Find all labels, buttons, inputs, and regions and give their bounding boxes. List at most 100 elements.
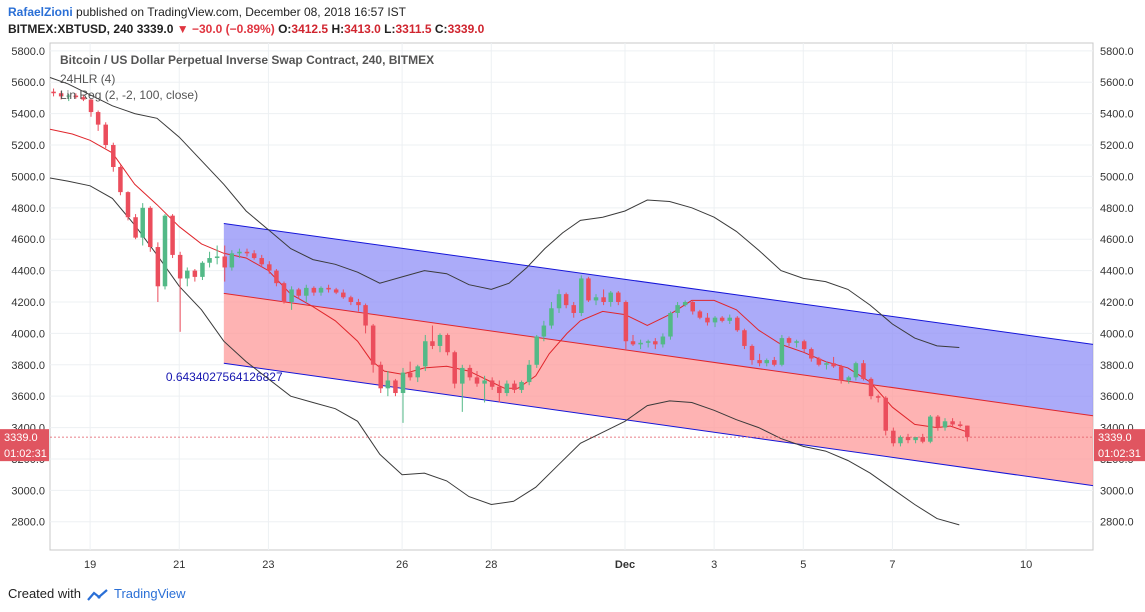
candle-body — [601, 297, 606, 302]
candle-body — [58, 93, 64, 97]
candle-body — [504, 383, 510, 394]
plot-frame — [49, 42, 1094, 551]
candle-body — [579, 278, 584, 313]
candle-body — [950, 421, 955, 425]
y-tick-label-left: 2800.0 — [11, 517, 45, 529]
close-label: C: — [434, 22, 448, 36]
band-lower-line — [49, 177, 960, 526]
symbol-label[interactable]: BITMEX:XBTUSD, 240 — [8, 22, 134, 36]
candle-body — [251, 253, 257, 259]
candle-body — [928, 416, 933, 442]
band-upper-line — [49, 77, 960, 348]
candle-body — [868, 378, 874, 397]
y-tick-label-right: 3000.0 — [1100, 485, 1134, 497]
y-tick-label-right: 5400.0 — [1100, 109, 1134, 121]
y-tick-label-left: 5200.0 — [11, 140, 45, 152]
y-tick-label-right: 2800.0 — [1100, 517, 1134, 529]
y-tick-label-right: 5800.0 — [1100, 46, 1134, 58]
candle-body — [81, 97, 86, 100]
candle-body — [846, 377, 851, 381]
candle-body — [682, 301, 688, 306]
footer: Created with TradingView — [8, 586, 186, 602]
indicator-linreg[interactable]: Lin Reg (2, -2, 100, close) — [60, 88, 199, 102]
candle-body — [148, 207, 153, 248]
candle-body — [653, 341, 658, 345]
candle-body — [289, 289, 294, 302]
channel-upper-line — [223, 223, 1094, 345]
candle-body — [719, 317, 725, 321]
candle-body — [735, 317, 740, 331]
y-tick-label-right: 4400.0 — [1100, 266, 1134, 278]
y-tick-label-right: 5200.0 — [1100, 140, 1134, 152]
candle-body — [460, 367, 465, 384]
y-tick-label-left: 5400.0 — [11, 109, 45, 121]
candle-body — [214, 256, 220, 259]
candle-body — [229, 253, 235, 268]
candle-body — [541, 325, 547, 337]
publish-text: published on TradingView.com, December 0… — [76, 5, 407, 19]
candle-body — [385, 380, 391, 389]
candle-body — [668, 312, 673, 337]
candle-body — [630, 341, 636, 345]
candle-body — [95, 112, 101, 125]
candle-body — [111, 145, 116, 168]
candle-body — [88, 99, 94, 113]
y-tick-label-left: 4200.0 — [11, 297, 45, 309]
candle-body — [281, 283, 287, 302]
candle-body — [445, 334, 450, 353]
candle-body — [333, 289, 339, 293]
x-tick-label: 28 — [485, 559, 497, 571]
author-name[interactable]: RafaelZioni — [8, 5, 73, 19]
candle-body — [118, 167, 123, 193]
price-tag-right — [1094, 429, 1145, 462]
candle-body — [764, 360, 769, 364]
channel-middle-line — [223, 292, 1094, 417]
y-tick-label-right: 3800.0 — [1100, 360, 1134, 372]
candle-body — [645, 341, 651, 343]
candle-body — [274, 270, 279, 284]
candle-body — [831, 363, 836, 367]
candle-body — [786, 338, 792, 343]
tradingview-brand[interactable]: TradingView — [114, 586, 186, 601]
candle-body — [489, 380, 495, 387]
last-price: 3339.0 — [136, 22, 174, 36]
created-with-text: Created with — [8, 586, 81, 601]
open-value: 3412.5 — [291, 22, 329, 36]
candle-body — [415, 366, 420, 378]
candle-body — [318, 287, 324, 293]
candle-body — [497, 386, 502, 394]
high-label: H: — [331, 22, 345, 36]
candle-body — [378, 364, 383, 389]
open-label: O: — [278, 22, 292, 36]
channel-lower-line — [223, 362, 1094, 487]
y-tick-label-right: 4000.0 — [1100, 328, 1134, 340]
candle-body — [133, 217, 138, 238]
candle-body — [586, 278, 591, 301]
x-tick-label: Dec — [615, 559, 635, 571]
y-tick-label-right: 5000.0 — [1100, 171, 1134, 183]
candle-body — [177, 254, 183, 279]
candle-body — [437, 334, 443, 346]
candle-body — [430, 341, 435, 346]
candle-body — [705, 317, 710, 323]
candle-body — [474, 377, 480, 384]
y-tick-label-right: 5600.0 — [1100, 77, 1134, 89]
candle-body — [749, 345, 755, 361]
down-arrow-icon: ▼ — [176, 22, 189, 36]
candle-body — [675, 305, 680, 313]
candle-body — [816, 358, 822, 365]
candle-body — [563, 294, 569, 306]
low-label: L: — [384, 22, 396, 36]
y-tick-label-right: 4200.0 — [1100, 297, 1134, 309]
x-tick-label: 5 — [800, 559, 806, 571]
candle-body — [838, 366, 844, 381]
indicator-lines — [49, 77, 969, 526]
candle-body — [423, 341, 428, 367]
candle-body — [526, 364, 532, 383]
indicator-24hlr[interactable]: 24HLR (4) — [60, 72, 116, 86]
y-tick-label-left: 4400.0 — [11, 266, 45, 278]
y-tick-label-left: 4600.0 — [11, 234, 45, 246]
candle-body — [356, 301, 361, 306]
candle-body — [549, 308, 554, 326]
